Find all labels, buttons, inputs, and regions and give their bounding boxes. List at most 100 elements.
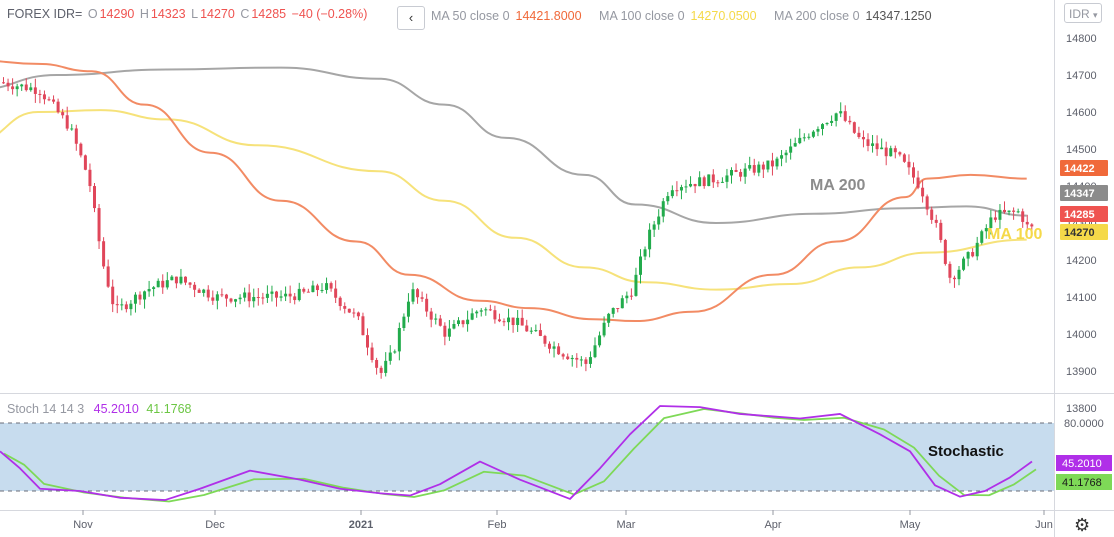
candle-body xyxy=(334,288,338,298)
candle-body xyxy=(375,359,379,368)
gear-icon[interactable]: ⚙ xyxy=(1074,515,1091,535)
candle-body xyxy=(593,345,597,358)
candle-body xyxy=(479,310,483,312)
candle-body xyxy=(484,309,488,311)
ma200-annotation: MA 200 xyxy=(810,177,866,194)
candle-body xyxy=(880,147,884,150)
candle-body xyxy=(406,301,410,317)
low-value: 14270 xyxy=(200,7,235,21)
candle-body xyxy=(411,289,415,302)
candle-body xyxy=(834,113,838,121)
candle-body xyxy=(871,143,875,146)
candle-body xyxy=(352,312,356,314)
candle-body xyxy=(79,143,83,156)
candle-body xyxy=(256,297,260,299)
candle-body xyxy=(661,201,665,217)
candle-body xyxy=(734,169,738,172)
y-tick-label: 14200 xyxy=(1066,255,1097,267)
candle-body xyxy=(857,132,861,138)
price-label-text: 14422 xyxy=(1064,163,1095,175)
stoch-k-line xyxy=(0,405,1033,501)
candle-body xyxy=(379,367,383,373)
candle-body xyxy=(843,111,847,121)
currency-selector-value: IDR xyxy=(1069,7,1090,21)
price-label-text: 14347 xyxy=(1064,188,1095,200)
candle-body xyxy=(47,99,51,101)
candle-body xyxy=(243,292,247,298)
ma50-value: 14421.8000 xyxy=(515,9,582,23)
candle-body xyxy=(584,359,588,364)
candle-body xyxy=(802,137,806,139)
candle-body xyxy=(770,160,774,167)
candle-body xyxy=(1021,211,1025,222)
candle-body xyxy=(388,352,392,361)
x-tick-label: 2021 xyxy=(349,519,373,531)
candle-body xyxy=(1003,209,1006,213)
stoch-k-value: 45.2010 xyxy=(93,402,139,416)
candle-body xyxy=(980,231,984,243)
candle-body xyxy=(620,298,624,309)
x-tick-label: Feb xyxy=(488,519,507,531)
candle-body xyxy=(657,216,661,225)
x-tick-label: Jun xyxy=(1035,519,1053,531)
candle-body xyxy=(33,87,37,94)
candle-body xyxy=(97,208,101,242)
candle-body xyxy=(224,294,228,299)
candle-body xyxy=(748,165,752,169)
candle-body xyxy=(279,296,283,298)
candle-body xyxy=(616,308,620,310)
candle-body xyxy=(384,360,388,373)
candle-body xyxy=(420,297,424,299)
collapse-legend-button[interactable]: ‹ xyxy=(397,6,425,30)
candle-body xyxy=(566,356,570,360)
candle-body xyxy=(966,252,970,259)
candle-body xyxy=(188,282,192,285)
candle-body xyxy=(752,165,756,173)
candle-body xyxy=(325,283,329,290)
ma-line-ma200 xyxy=(0,66,1027,224)
chevron-down-icon: ▾ xyxy=(1093,10,1098,20)
candle-body xyxy=(438,318,442,326)
candle-body xyxy=(516,317,520,326)
stoch-band xyxy=(0,423,1054,491)
candle-body xyxy=(497,319,501,322)
candle-body xyxy=(1025,221,1029,225)
candle-body xyxy=(875,143,879,150)
candle-body xyxy=(343,306,347,309)
candle-body xyxy=(120,304,124,306)
candle-body xyxy=(793,143,797,147)
candle-body xyxy=(138,294,142,300)
candle-body xyxy=(948,263,952,278)
candle-body xyxy=(152,287,156,290)
high-value: 14323 xyxy=(150,7,186,21)
candles-group xyxy=(2,77,1034,379)
candle-body xyxy=(488,309,492,311)
candle-body xyxy=(356,312,360,317)
ma100-annotation: MA 100 xyxy=(987,226,1043,243)
candle-body xyxy=(370,347,374,360)
candle-body xyxy=(1007,210,1011,213)
x-tick-label: May xyxy=(900,519,921,531)
candle-body xyxy=(466,319,470,325)
ma200-value: 14347.1250 xyxy=(865,9,932,23)
candle-body xyxy=(739,171,743,177)
candle-body xyxy=(912,167,915,178)
ma-line-ma100 xyxy=(0,109,1027,291)
candle-body xyxy=(993,217,997,220)
candle-body xyxy=(543,335,547,344)
candle-body xyxy=(730,169,733,176)
ma-legend: MA 50 close 0 14421.8000 MA 100 close 0 14… xyxy=(431,9,932,23)
ma50-label: MA 50 close 0 xyxy=(431,9,510,23)
candle-body xyxy=(220,294,224,296)
candle-body xyxy=(839,111,843,114)
candle-body xyxy=(757,164,761,173)
currency-selector[interactable]: IDR ▾ xyxy=(1064,3,1102,23)
ma200-label: MA 200 close 0 xyxy=(774,9,860,23)
candle-body xyxy=(898,152,902,155)
candle-body xyxy=(347,308,351,313)
candle-body xyxy=(284,293,288,297)
stoch-label-box xyxy=(1056,455,1112,471)
candle-body xyxy=(811,131,815,137)
candle-body xyxy=(247,292,251,302)
